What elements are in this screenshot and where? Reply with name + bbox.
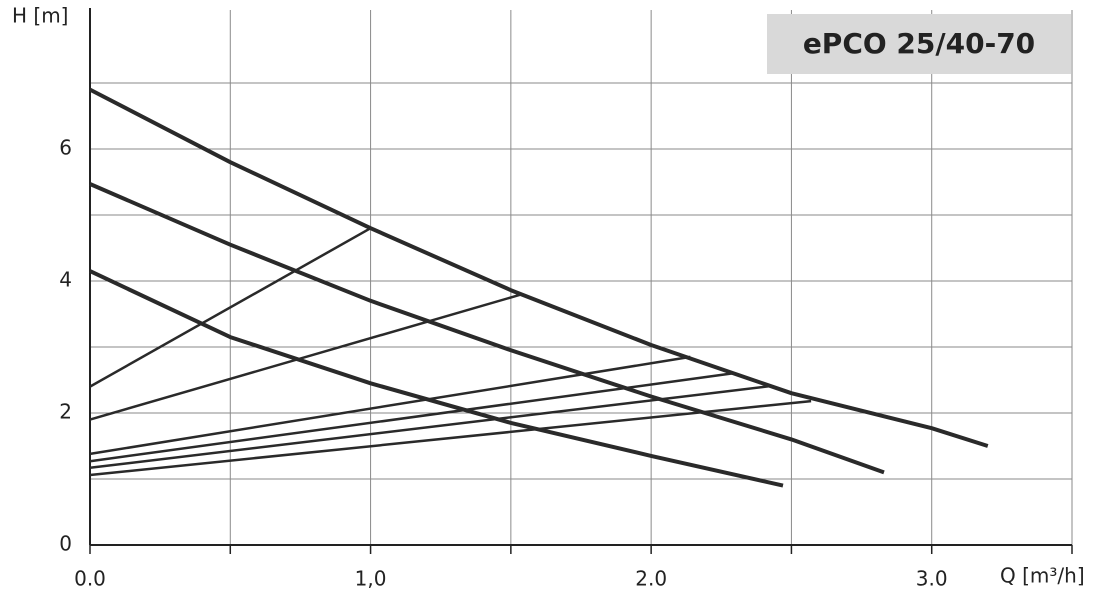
x-axis-label: Q [m³/h] [1000,564,1085,588]
x-tick-label: 1,0 [355,567,387,591]
x-tick-label: 0.0 [74,567,106,591]
curve [89,182,885,475]
curve [89,384,772,470]
x-tick-label: 2.0 [635,567,667,591]
y-tick-label: 0 [59,532,72,556]
curve [89,269,784,488]
y-tick-label: 2 [59,400,72,424]
x-tick-label: 3.0 [916,567,948,591]
curve [89,355,691,456]
curve [89,372,733,463]
curve [89,399,812,477]
chart-title: ePCO 25/40-70 [803,27,1035,60]
y-axis-label: H [m] [12,4,68,28]
curve [89,227,372,388]
y-tick-label: 4 [59,268,72,292]
curve [89,87,989,448]
y-tick-label: 6 [59,136,72,160]
curve [89,292,523,421]
title-box [767,14,1071,74]
